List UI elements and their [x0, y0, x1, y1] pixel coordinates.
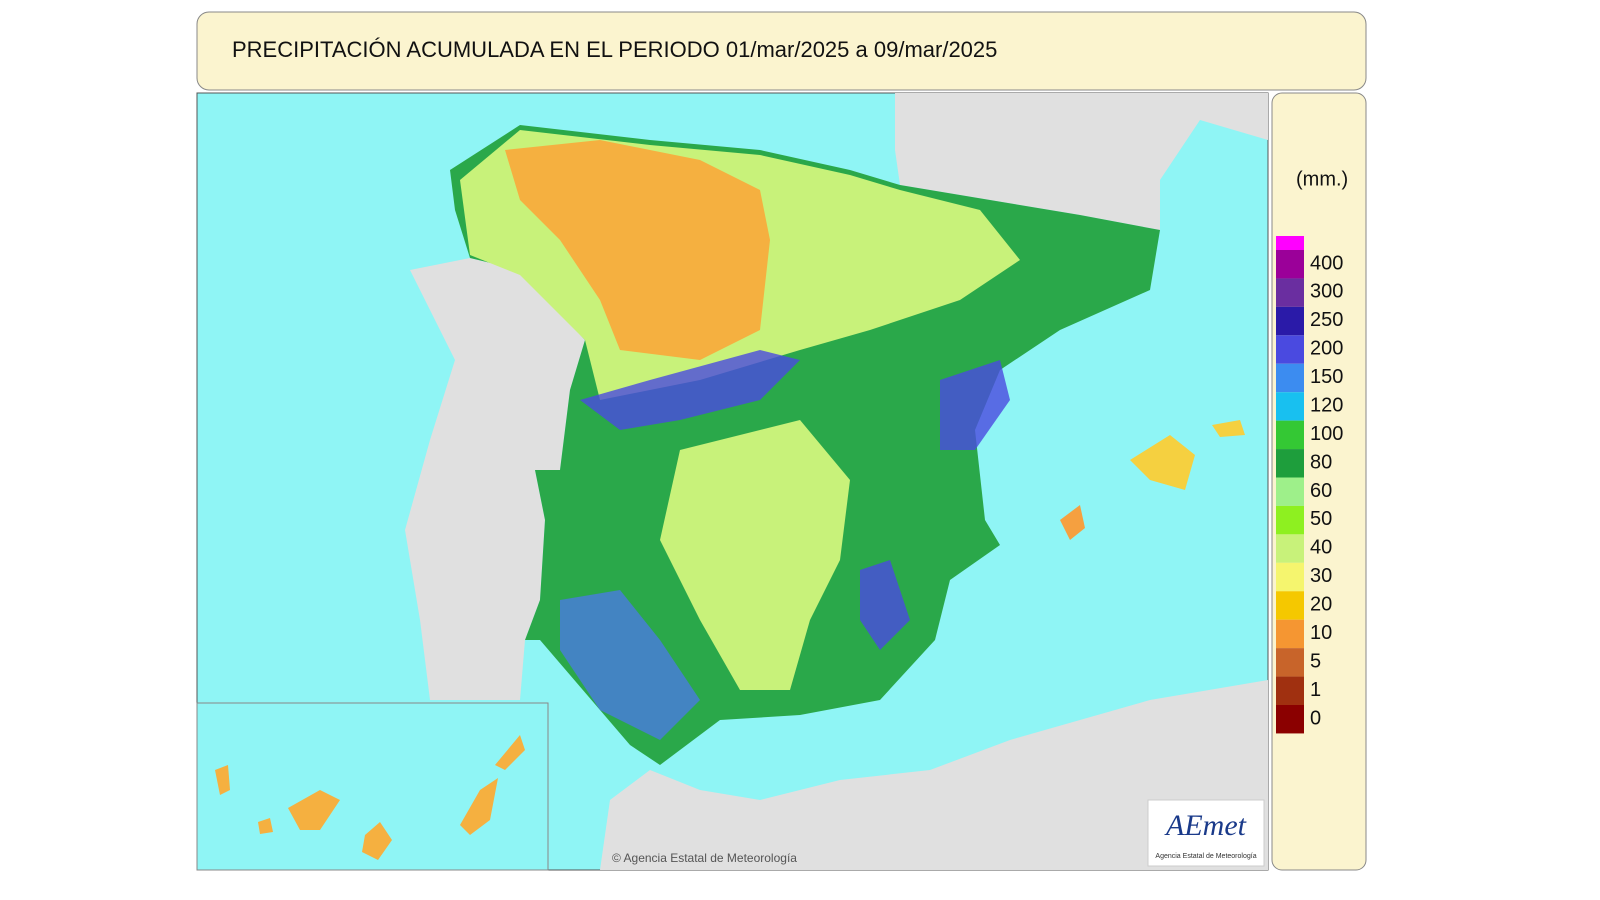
legend-swatch	[1276, 278, 1304, 307]
logo-caption: Agencia Estatal de Meteorología	[1155, 853, 1256, 860]
legend-label: 300	[1310, 281, 1343, 303]
legend-label: 50	[1310, 508, 1332, 530]
france	[895, 93, 1268, 230]
legend-label: 30	[1310, 565, 1332, 587]
logo-box	[1147, 799, 1265, 867]
legend-label: 5	[1310, 650, 1321, 672]
title: PRECIPITACIÓN ACUMULADA EN EL PERIODO 01…	[232, 37, 997, 62]
logo: AEmet	[1164, 809, 1247, 842]
legend-swatch	[1276, 449, 1304, 478]
legend-label: 120	[1310, 394, 1343, 416]
africa	[600, 680, 1268, 870]
legend-label: 80	[1310, 451, 1332, 473]
legend-label: 20	[1310, 594, 1332, 616]
legend-label: 150	[1310, 366, 1343, 388]
balearic	[1212, 420, 1245, 437]
legend-swatch	[1276, 505, 1304, 535]
wet-zone	[560, 590, 700, 740]
legend-label: 40	[1310, 537, 1332, 559]
legend-label: 400	[1310, 252, 1343, 274]
legend-unit: (mm.)	[1296, 168, 1348, 190]
legend-swatch	[1276, 648, 1304, 677]
balearic	[1130, 435, 1195, 490]
wet-zone	[580, 350, 800, 430]
canary-islands	[215, 735, 525, 860]
legend-swatch	[1276, 619, 1304, 649]
wet-zone	[940, 360, 1010, 450]
central-zone	[660, 420, 850, 690]
legend-label: 0	[1310, 707, 1321, 729]
legend-swatch	[1276, 363, 1304, 393]
balearic	[1060, 505, 1085, 540]
legend-swatch	[1276, 534, 1304, 563]
legend-label: 100	[1310, 423, 1343, 445]
legend-swatch	[1276, 420, 1304, 450]
legend-swatch	[1276, 591, 1304, 620]
legend-swatch	[1276, 705, 1304, 734]
legend-swatch	[1276, 236, 1304, 250]
legend-label: 250	[1310, 309, 1343, 331]
header-box	[196, 11, 1367, 91]
legend-swatch	[1276, 477, 1304, 506]
legend-label: 60	[1310, 480, 1332, 502]
wet-zone	[860, 560, 910, 650]
legend-swatch	[1276, 562, 1304, 592]
dry-zone	[505, 140, 770, 360]
portugal	[405, 258, 585, 700]
legend-swatch	[1276, 335, 1304, 364]
legend-swatch	[1276, 306, 1304, 336]
legend-label: 1	[1310, 679, 1321, 701]
legend-label: 10	[1310, 622, 1332, 644]
legend-label: 200	[1310, 338, 1343, 360]
credit: © Agencia Estatal de Meteorología	[612, 851, 797, 865]
legend-swatch	[1276, 250, 1304, 279]
legend-swatch	[1276, 392, 1304, 421]
legend-swatch	[1276, 676, 1304, 705]
